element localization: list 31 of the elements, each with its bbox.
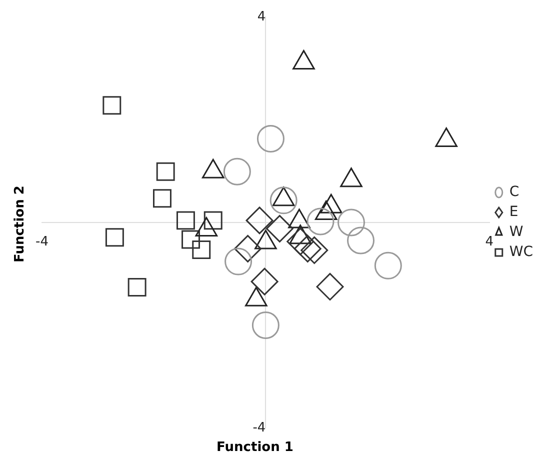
point: [156, 162, 175, 181]
point: [176, 211, 195, 230]
point: [256, 125, 284, 153]
point: [347, 226, 375, 254]
point: [266, 214, 294, 242]
legend-label: C: [509, 184, 520, 200]
legend-label: W: [509, 224, 524, 240]
legend-label: E: [509, 204, 518, 220]
x-axis-title: Function 1: [216, 440, 294, 455]
point: [153, 189, 172, 208]
point: [192, 240, 211, 259]
point: [338, 208, 366, 236]
point: [234, 234, 262, 262]
point: [306, 208, 334, 236]
point: [246, 206, 274, 234]
point: [182, 230, 200, 249]
point: [300, 236, 328, 264]
y-axis-title: Function 2: [12, 186, 28, 262]
point: [252, 312, 280, 339]
point: [102, 96, 122, 115]
point: [294, 234, 322, 262]
point: [128, 278, 146, 296]
point: [316, 272, 344, 300]
point: [286, 228, 314, 256]
point: [250, 268, 278, 296]
point: [223, 158, 251, 186]
point: [270, 186, 298, 214]
legend-label: WC: [509, 244, 534, 260]
point: [224, 248, 252, 276]
point: [105, 228, 124, 247]
point: [374, 252, 402, 280]
